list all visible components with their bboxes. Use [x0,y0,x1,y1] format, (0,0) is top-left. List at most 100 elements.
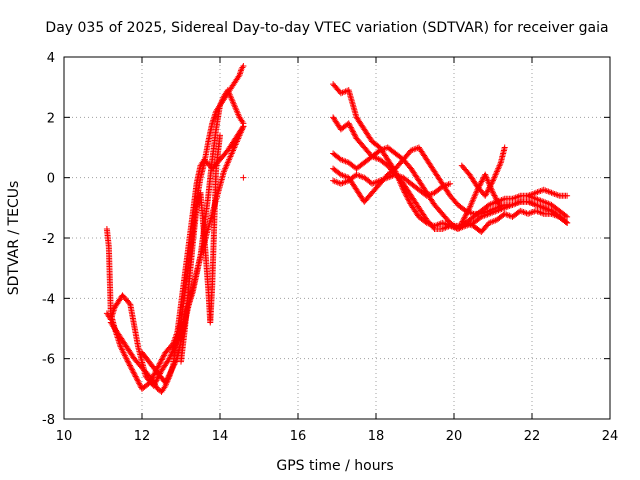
data-point [128,365,135,372]
data-point [458,219,465,226]
data-point [347,124,354,131]
data-point [406,199,413,206]
y-tick-label: -4 [42,292,55,307]
data-point [447,180,454,187]
data-point [157,359,164,366]
data-point [166,371,173,378]
x-tick-label: 16 [290,429,307,444]
data-point [159,355,166,362]
data-point [134,376,141,383]
data-point [160,352,167,359]
data-point [483,190,490,197]
data-point [169,364,176,371]
data-point [479,177,486,184]
data-point [173,357,180,364]
x-tick-label: 24 [602,429,619,444]
data-point [477,179,484,186]
data-point [167,368,174,375]
data-point [475,185,482,192]
data-point [349,128,356,135]
data-point [491,192,498,199]
data-point [134,377,141,384]
data-point [164,375,171,382]
data-point [495,200,502,207]
data-point [402,190,409,197]
data-point [497,204,504,211]
data-point [564,219,571,226]
y-tick-label: -8 [42,413,55,428]
data-point [494,197,501,204]
data-point [124,358,131,365]
y-axis-title: SDTVAR / TECUs [6,181,22,296]
data-point [348,125,355,132]
data-point [151,371,158,378]
data-point [403,193,410,200]
data-point [478,178,485,185]
data-point [155,363,162,370]
data-point [485,187,492,194]
data-point [474,186,481,193]
data-point [135,378,142,385]
data-point [129,366,136,373]
data-point [477,181,484,188]
y-tick-label: -2 [42,232,55,247]
data-point [240,63,247,70]
y-tick-label: 0 [47,172,55,187]
data-point [167,369,174,376]
data-point [240,123,247,130]
data-point [405,197,412,204]
y-tick-label: 4 [47,51,55,66]
data-point [494,199,501,206]
data-point [126,362,133,369]
data-point [160,353,167,360]
data-point [126,361,133,368]
data-point [461,214,468,221]
x-tick-label: 14 [212,429,229,444]
data-point [154,375,161,382]
data-point [460,215,467,222]
data-point [350,129,357,136]
x-axis-title: GPS time / hours [276,458,393,474]
data-point [163,378,170,385]
data-point [460,217,467,224]
data-point [171,361,178,368]
data-point [501,144,508,151]
data-point [158,357,165,364]
data-point [496,202,503,209]
data-point [493,196,500,203]
data-point [131,372,138,379]
data-point [564,213,571,220]
data-point [490,189,496,196]
data-point [492,193,499,200]
x-tick-label: 18 [368,429,385,444]
data-point [125,359,132,366]
x-tick-label: 10 [56,429,73,444]
data-point [346,121,353,128]
data-point [168,367,175,374]
data-marks [103,63,571,395]
data-point [562,218,569,225]
data-point [404,194,411,201]
y-tick-label: 2 [47,111,55,126]
data-point [465,207,472,214]
data-point [133,374,140,381]
axis-ticks [63,56,611,420]
x-tick-label: 22 [524,429,541,444]
data-point [475,183,482,190]
data-point [165,374,172,381]
data-point [459,218,466,225]
data-point [136,381,143,388]
x-tick-label: 12 [134,429,151,444]
data-point [156,361,163,368]
data-point [172,359,179,366]
data-point [349,127,356,134]
data-point [240,174,247,181]
x-tick-label: 20 [446,429,463,444]
data-point [165,372,172,379]
data-point [347,123,354,130]
data-point [430,224,437,231]
data-point [465,206,472,213]
data-point [136,380,143,387]
